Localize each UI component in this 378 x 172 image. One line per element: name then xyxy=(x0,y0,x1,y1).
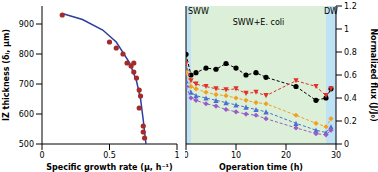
svg-text:30: 30 xyxy=(331,151,341,160)
svg-text:800: 800 xyxy=(19,50,34,59)
svg-text:Normalized flux (J/J₀): Normalized flux (J/J₀) xyxy=(369,28,370,121)
svg-text:0.5: 0.5 xyxy=(103,151,116,160)
svg-text:0: 0 xyxy=(344,140,349,149)
svg-text:0.2: 0.2 xyxy=(344,117,357,126)
svg-text:700: 700 xyxy=(19,80,34,89)
svg-text:0: 0 xyxy=(185,151,189,160)
svg-text:600: 600 xyxy=(19,110,34,119)
svg-text:DW: DW xyxy=(324,7,338,16)
svg-text:IZ thickness (δᵢ, μm): IZ thickness (δᵢ, μm) xyxy=(8,29,11,121)
svg-text:20: 20 xyxy=(281,151,291,160)
svg-text:0.4: 0.4 xyxy=(344,94,357,103)
svg-text:SWW+E. coli: SWW+E. coli xyxy=(233,18,284,27)
svg-text:Operation time (h): Operation time (h) xyxy=(219,163,303,172)
svg-text:0.6: 0.6 xyxy=(344,71,357,80)
svg-text:0: 0 xyxy=(39,151,44,160)
svg-text:1: 1 xyxy=(344,25,349,34)
svg-text:Specific growth rate (μ, h⁻¹): Specific growth rate (μ, h⁻¹) xyxy=(46,163,173,172)
svg-text:500: 500 xyxy=(19,140,34,149)
svg-text:1: 1 xyxy=(174,151,179,160)
svg-text:0.8: 0.8 xyxy=(344,48,357,57)
svg-text:SWW: SWW xyxy=(188,7,209,16)
svg-text:10: 10 xyxy=(231,151,241,160)
svg-text:900: 900 xyxy=(19,20,34,29)
svg-text:1.2: 1.2 xyxy=(344,2,357,11)
